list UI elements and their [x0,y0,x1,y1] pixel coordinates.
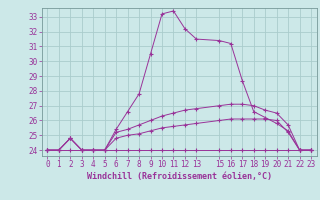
X-axis label: Windchill (Refroidissement éolien,°C): Windchill (Refroidissement éolien,°C) [87,172,272,181]
